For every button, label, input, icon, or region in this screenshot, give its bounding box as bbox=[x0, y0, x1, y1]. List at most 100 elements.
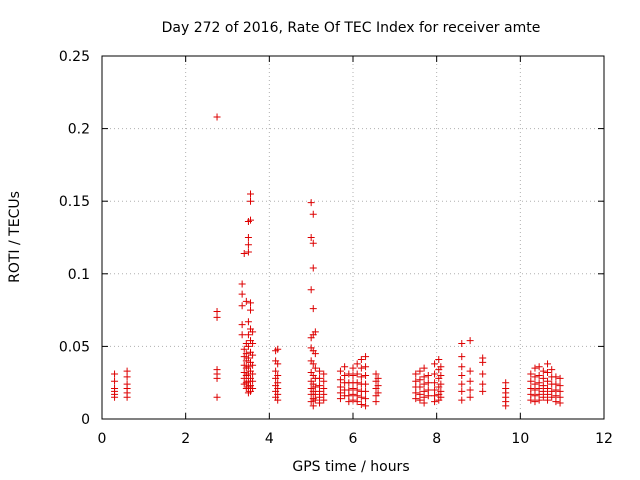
data-point bbox=[362, 371, 370, 379]
data-point bbox=[531, 373, 539, 381]
data-point bbox=[527, 370, 535, 378]
data-point bbox=[249, 339, 257, 347]
data-point bbox=[479, 387, 487, 395]
y-axis-label: ROTI / TECUs bbox=[7, 191, 23, 283]
data-point bbox=[244, 234, 252, 241]
data-point bbox=[320, 396, 328, 404]
y-tick-label: 0.1 bbox=[68, 267, 90, 283]
x-axis-label: GPS time / hours bbox=[292, 459, 409, 475]
data-point bbox=[539, 393, 547, 401]
data-point bbox=[357, 400, 365, 408]
y-tick-label: 0.15 bbox=[59, 194, 90, 210]
y-tick-label: 0.25 bbox=[59, 49, 90, 65]
x-tick-label: 8 bbox=[432, 431, 441, 447]
data-point bbox=[345, 398, 353, 406]
data-point bbox=[353, 398, 361, 406]
data-point bbox=[242, 297, 250, 305]
x-tick-label: 6 bbox=[349, 431, 358, 447]
data-point bbox=[307, 286, 315, 294]
data-point bbox=[431, 398, 439, 406]
data-point bbox=[458, 339, 466, 347]
data-point bbox=[213, 374, 221, 382]
data-point bbox=[424, 392, 432, 400]
data-point bbox=[374, 389, 382, 397]
data-point bbox=[244, 318, 252, 326]
y-tick-label: 0.2 bbox=[68, 122, 90, 138]
data-point bbox=[123, 373, 131, 381]
data-point bbox=[424, 379, 432, 387]
data-point bbox=[123, 393, 131, 401]
data-point bbox=[311, 364, 319, 372]
data-point bbox=[458, 353, 466, 361]
data-point bbox=[353, 360, 361, 368]
data-point bbox=[341, 371, 349, 379]
data-point bbox=[336, 395, 344, 403]
data-point bbox=[341, 363, 349, 371]
data-point bbox=[357, 355, 365, 363]
axis-ticks: 0 2 4 6 8 10 12 0 0.05 0.1 0.15 0.2 0.25 bbox=[59, 49, 613, 447]
data-point bbox=[431, 370, 439, 378]
data-point bbox=[345, 370, 353, 378]
data-point bbox=[249, 328, 257, 336]
data-point bbox=[435, 355, 443, 363]
data-point bbox=[309, 210, 317, 218]
data-point bbox=[466, 386, 474, 394]
data-point bbox=[458, 371, 466, 379]
data-point bbox=[531, 398, 539, 406]
data-point bbox=[420, 380, 428, 388]
data-point bbox=[247, 190, 255, 198]
data-point bbox=[249, 385, 257, 393]
data-point bbox=[238, 280, 246, 288]
data-point bbox=[274, 360, 282, 368]
data-point bbox=[362, 395, 370, 403]
data-point bbox=[247, 216, 255, 224]
data-point bbox=[249, 361, 257, 369]
data-point bbox=[544, 369, 552, 377]
data-point bbox=[437, 363, 445, 371]
data-point bbox=[353, 379, 361, 387]
data-point bbox=[244, 241, 252, 249]
data-point bbox=[458, 363, 466, 371]
data-point bbox=[353, 370, 361, 378]
data-point bbox=[238, 302, 246, 310]
data-point bbox=[349, 364, 357, 372]
data-point bbox=[349, 396, 357, 404]
data-point bbox=[431, 360, 439, 368]
data-point bbox=[531, 364, 539, 372]
data-point bbox=[535, 396, 543, 404]
data-point bbox=[416, 376, 424, 384]
grid-lines bbox=[102, 56, 604, 419]
data-point bbox=[416, 367, 424, 375]
data-point bbox=[307, 234, 315, 241]
data-point bbox=[213, 313, 221, 321]
x-tick-label: 12 bbox=[595, 431, 613, 447]
data-point bbox=[274, 396, 282, 404]
data-point bbox=[544, 360, 552, 368]
data-point bbox=[272, 367, 280, 375]
data-point bbox=[357, 364, 365, 372]
data-point bbox=[412, 370, 420, 378]
x-tick-label: 10 bbox=[511, 431, 529, 447]
data-point bbox=[431, 379, 439, 387]
data-point bbox=[544, 377, 552, 385]
data-point bbox=[420, 399, 428, 407]
x-tick-label: 2 bbox=[181, 431, 190, 447]
data-point bbox=[416, 383, 424, 391]
data-point bbox=[420, 364, 428, 372]
data-point bbox=[527, 377, 535, 385]
data-point bbox=[458, 396, 466, 404]
data-point bbox=[539, 374, 547, 382]
data-point bbox=[309, 239, 317, 247]
data-point bbox=[362, 387, 370, 395]
data-point bbox=[437, 371, 445, 379]
data-point bbox=[238, 290, 246, 298]
data-point bbox=[412, 395, 420, 403]
data-point bbox=[362, 363, 370, 371]
data-point bbox=[552, 373, 560, 381]
data-point bbox=[249, 370, 257, 378]
data-point bbox=[238, 331, 246, 339]
data-point bbox=[458, 387, 466, 395]
data-point bbox=[244, 354, 252, 362]
data-point bbox=[311, 350, 319, 358]
data-point bbox=[372, 398, 380, 406]
